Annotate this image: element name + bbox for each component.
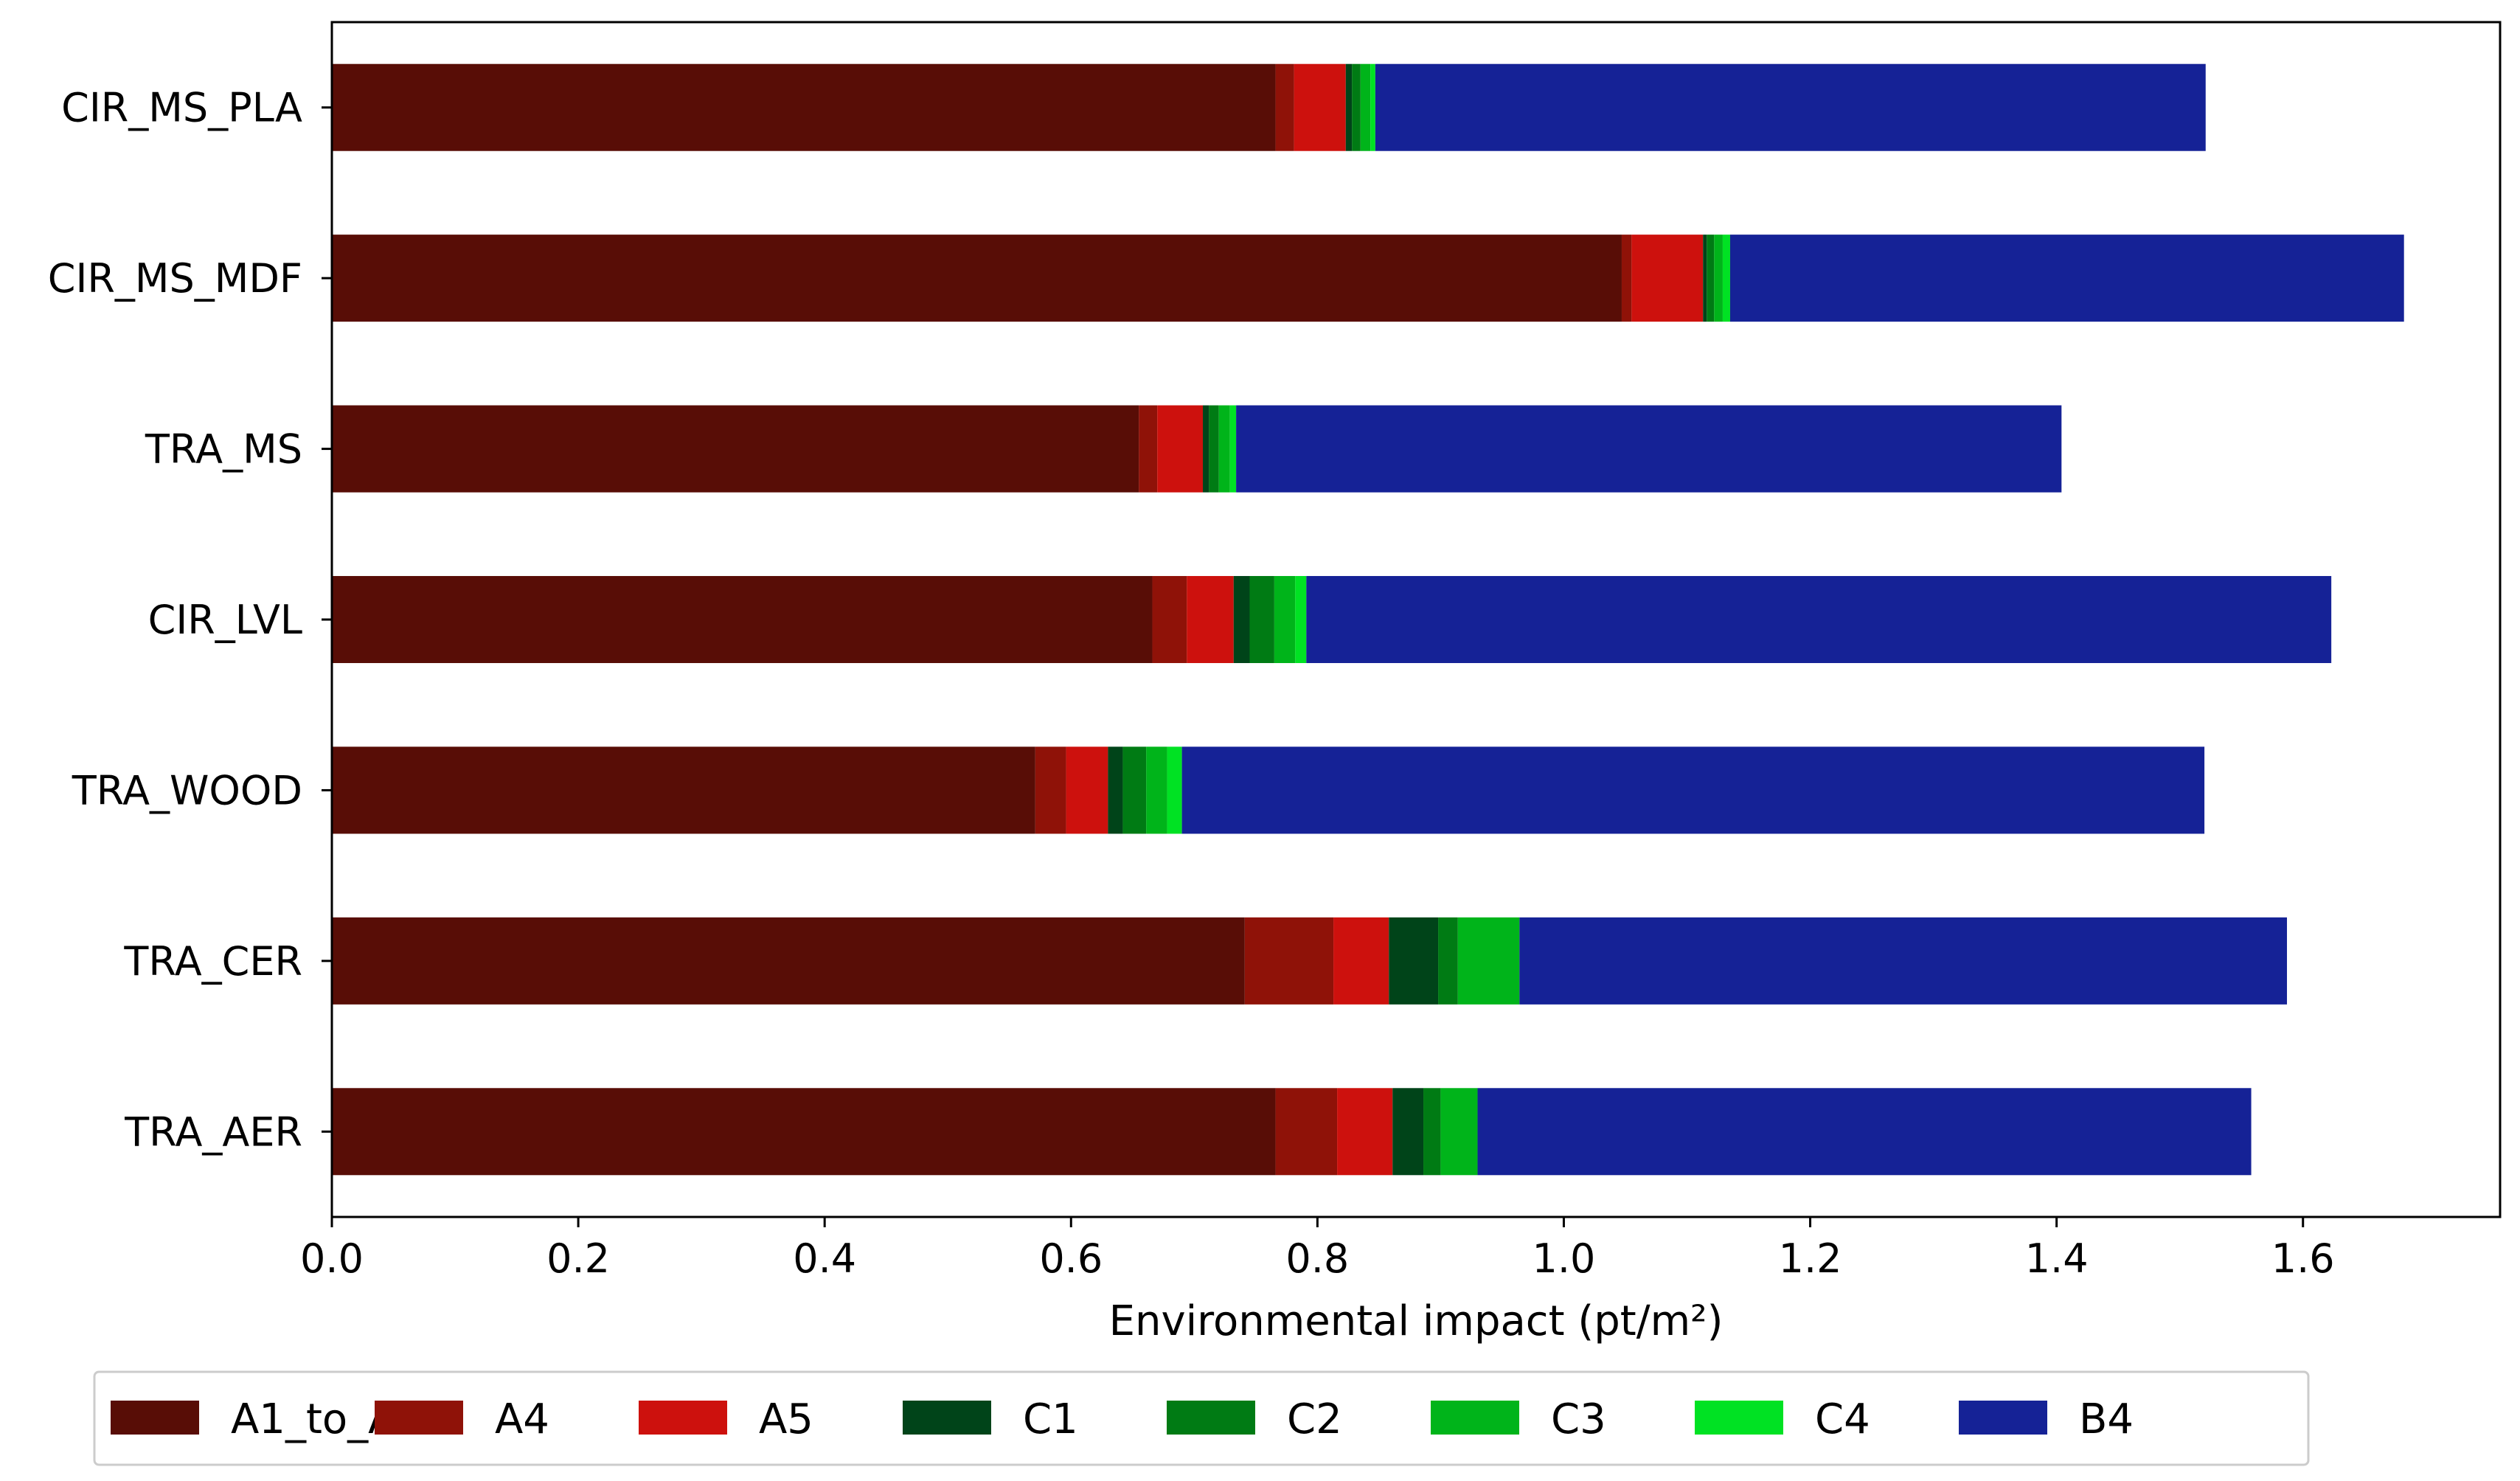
x-tick-label: 0.2 bbox=[546, 1235, 610, 1282]
x-tick-label: 0.6 bbox=[1039, 1235, 1103, 1282]
bar-segment-cir-lvl-a5 bbox=[1187, 575, 1234, 664]
y-tick-label: CIR_MS_MDF bbox=[48, 255, 302, 302]
bar-segment-tra-ms-c4 bbox=[1229, 405, 1237, 493]
legend-swatch-c1 bbox=[903, 1401, 991, 1435]
bar-segment-tra-wood-c3 bbox=[1146, 746, 1167, 834]
bar-segment-cir-ms-pla-c3 bbox=[1360, 63, 1371, 151]
bar-segment-tra-wood-a4 bbox=[1035, 746, 1066, 834]
bar-segment-cir-ms-pla-c2 bbox=[1352, 63, 1361, 151]
legend-swatch-a1-to-a3 bbox=[111, 1401, 199, 1435]
bar-segment-cir-ms-pla-b4 bbox=[1375, 63, 2206, 151]
y-tick-label: TRA_AER bbox=[124, 1109, 302, 1155]
x-tick-label: 1.0 bbox=[1533, 1235, 1596, 1282]
bar-segment-tra-wood-a5 bbox=[1066, 746, 1108, 834]
bar-segment-tra-cer-c2 bbox=[1438, 917, 1458, 1005]
bar-segment-cir-ms-pla-c1 bbox=[1345, 63, 1353, 151]
x-tick-label: 1.2 bbox=[1779, 1235, 1842, 1282]
bar-segment-tra-aer-c3 bbox=[1440, 1088, 1478, 1176]
bar-segment-tra-wood-c4 bbox=[1167, 746, 1182, 834]
bar-segment-cir-ms-mdf-c1 bbox=[1703, 235, 1707, 322]
y-tick-label: CIR_MS_PLA bbox=[61, 85, 302, 131]
bar-segment-tra-aer-c1 bbox=[1392, 1088, 1424, 1176]
bar-segment-tra-ms-c1 bbox=[1203, 405, 1209, 493]
bar-segment-tra-ms-a4 bbox=[1139, 405, 1158, 493]
x-tick-label: 0.8 bbox=[1285, 1235, 1349, 1282]
legend-swatch-c2 bbox=[1167, 1401, 1255, 1435]
legend-label: C3 bbox=[1551, 1395, 1606, 1443]
x-tick-label: 1.6 bbox=[2271, 1235, 2335, 1282]
legend-swatch-c3 bbox=[1431, 1401, 1519, 1435]
legend-label: A5 bbox=[759, 1395, 813, 1443]
legend-label: B4 bbox=[2079, 1395, 2134, 1443]
legend: A1_to_A3 A4 A5 C1 C2 C3 C4 B4 bbox=[93, 1370, 2310, 1466]
bar-segment-tra-aer-a4 bbox=[1275, 1088, 1338, 1176]
y-tick-label: TRA_MS bbox=[145, 426, 302, 473]
legend-label: A4 bbox=[495, 1395, 549, 1443]
bar-segment-tra-aer-a1-to-a3 bbox=[332, 1088, 1276, 1176]
bar-segment-tra-aer-a5 bbox=[1337, 1088, 1393, 1176]
bar-segment-tra-ms-b4 bbox=[1236, 405, 2062, 493]
y-tick-label: CIR_LVL bbox=[148, 597, 302, 643]
bar-segment-cir-ms-mdf-c4 bbox=[1722, 235, 1730, 322]
bar-segment-cir-lvl-c2 bbox=[1249, 575, 1274, 664]
bar-segment-cir-lvl-b4 bbox=[1306, 575, 2332, 664]
bar-segment-tra-ms-c2 bbox=[1209, 405, 1219, 493]
legend-swatch-b4 bbox=[1959, 1401, 2047, 1435]
x-tick-label: 0.4 bbox=[793, 1235, 856, 1282]
bar-segment-cir-lvl-a4 bbox=[1152, 575, 1187, 664]
bars-layer bbox=[332, 63, 2404, 1176]
x-axis-title: Environmental impact (pt/m²) bbox=[1109, 1297, 1724, 1345]
legend-label: C2 bbox=[1287, 1395, 1342, 1443]
bar-segment-cir-ms-pla-c4 bbox=[1370, 63, 1375, 151]
bar-segment-cir-ms-mdf-a4 bbox=[1621, 235, 1632, 322]
legend-swatch-c4 bbox=[1695, 1401, 1783, 1435]
bar-segment-tra-wood-b4 bbox=[1181, 746, 2205, 834]
x-axis: 0.0 0.2 0.4 0.6 0.8 1.0 1.2 1.4 1.6 bbox=[300, 1217, 2335, 1282]
legend-swatch-a4 bbox=[375, 1401, 463, 1435]
bar-segment-cir-ms-pla-a4 bbox=[1275, 63, 1294, 151]
legend-swatch-a5 bbox=[639, 1401, 727, 1435]
y-axis: CIR_MS_PLA CIR_MS_MDF TRA_MS CIR_LVL TRA_WOO… bbox=[48, 85, 332, 1155]
bar-segment-cir-lvl-c4 bbox=[1295, 575, 1307, 664]
bar-segment-tra-ms-a5 bbox=[1157, 405, 1204, 493]
bar-segment-cir-ms-mdf-c2 bbox=[1707, 235, 1715, 322]
legend-label: C1 bbox=[1023, 1395, 1078, 1443]
bar-segment-cir-lvl-c3 bbox=[1274, 575, 1296, 664]
bar-segment-cir-ms-mdf-c3 bbox=[1714, 235, 1723, 322]
bar-segment-tra-aer-b4 bbox=[1477, 1088, 2252, 1176]
bar-segment-tra-ms-a1-to-a3 bbox=[332, 405, 1139, 493]
bar-segment-tra-cer-b4 bbox=[1519, 917, 2288, 1005]
bar-segment-cir-lvl-a1-to-a3 bbox=[332, 575, 1153, 664]
bar-segment-tra-cer-a4 bbox=[1244, 917, 1334, 1005]
bar-segment-tra-cer-a1-to-a3 bbox=[332, 917, 1245, 1005]
legend-label: C4 bbox=[1815, 1395, 1870, 1443]
bar-segment-tra-cer-c1 bbox=[1389, 917, 1439, 1005]
x-tick-label: 0.0 bbox=[300, 1235, 364, 1282]
bar-segment-cir-lvl-c1 bbox=[1233, 575, 1250, 664]
bar-segment-cir-ms-pla-a1-to-a3 bbox=[332, 63, 1276, 151]
bar-segment-tra-cer-c3 bbox=[1457, 917, 1520, 1005]
bar-segment-tra-ms-c3 bbox=[1218, 405, 1230, 493]
y-tick-label: TRA_WOOD bbox=[72, 767, 302, 814]
bar-segment-cir-ms-mdf-a1-to-a3 bbox=[332, 235, 1622, 322]
bar-segment-tra-wood-c2 bbox=[1122, 746, 1147, 834]
bar-segment-cir-ms-pla-a5 bbox=[1294, 63, 1346, 151]
y-tick-label: TRA_CER bbox=[123, 938, 302, 985]
bar-segment-cir-ms-mdf-a5 bbox=[1631, 235, 1704, 322]
bar-segment-tra-aer-c2 bbox=[1423, 1088, 1441, 1176]
x-tick-label: 1.4 bbox=[2025, 1235, 2089, 1282]
bar-segment-cir-ms-mdf-b4 bbox=[1729, 235, 2404, 322]
bar-segment-tra-cer-a5 bbox=[1333, 917, 1389, 1005]
bar-segment-tra-wood-c1 bbox=[1108, 746, 1123, 834]
bar-segment-tra-wood-a1-to-a3 bbox=[332, 746, 1035, 834]
